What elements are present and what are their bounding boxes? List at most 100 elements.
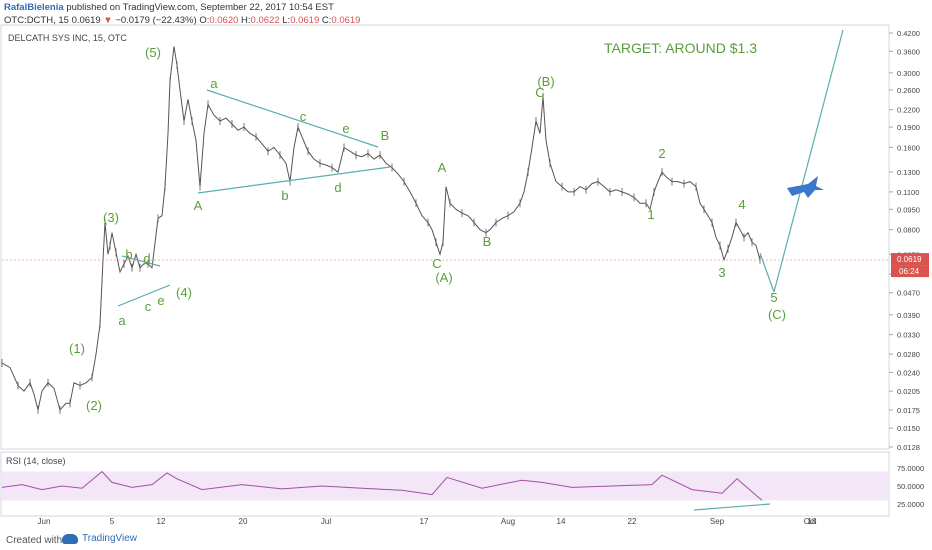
- y-tick-label: 0.1600: [897, 143, 920, 152]
- wave-label: e: [157, 293, 164, 308]
- created-with: Created with: [6, 535, 63, 546]
- rsi-divergence-line: [693, 503, 771, 511]
- wave-label: 1: [647, 207, 654, 222]
- wave-label: (3): [103, 210, 119, 225]
- wave-label: b: [281, 188, 288, 203]
- wave-label: (2): [86, 398, 102, 413]
- y-tick-label: 0.0390: [897, 311, 920, 320]
- last-price: 0.0619: [71, 15, 101, 26]
- cloud-icon: [62, 533, 78, 544]
- wave-label: (C): [768, 307, 786, 322]
- rsi-tick-label: 75.0000: [897, 464, 924, 473]
- rsi-tick-label: 25.0000: [897, 500, 924, 509]
- publication-header: RafalBielenia published on TradingView.c…: [0, 0, 932, 30]
- y-tick-label: 0.0128: [897, 443, 920, 452]
- wave-label: (4): [176, 285, 192, 300]
- y-tick-label: 0.4200: [897, 29, 920, 38]
- close-label: C:: [321, 15, 332, 26]
- y-tick-label: 0.1900: [897, 123, 920, 132]
- y-tick-label: 0.0470: [897, 289, 920, 298]
- ohlc-line: OTC:DCTH, 15 0.0619 ▼ −0.0179 (−22.43%) …: [4, 15, 360, 26]
- publish-text: published on TradingView.com, September …: [66, 2, 334, 13]
- wave-label: d: [334, 180, 341, 195]
- y-tick-label: 0.0205: [897, 387, 920, 396]
- wave-label: C: [432, 256, 441, 271]
- target-trendline: [773, 29, 844, 293]
- wave-label: 5: [770, 290, 777, 305]
- symbol-line: OTC:DCTH, 15: [4, 15, 69, 26]
- x-tick-label: 5: [110, 517, 115, 526]
- y-tick-label: 0.0150: [897, 424, 920, 433]
- y-tick-label: 0.0175: [897, 406, 920, 415]
- lower-trendline: [197, 166, 391, 194]
- y-tick-label: 0.3000: [897, 69, 920, 78]
- x-tick-label: Jun: [38, 517, 51, 526]
- wave-label: e: [342, 121, 349, 136]
- wave-label: (5): [145, 45, 161, 60]
- price-series-line: [1, 46, 761, 411]
- x-tick-label: 12: [157, 517, 166, 526]
- wave-label: (B): [537, 74, 554, 89]
- rsi-series-line: [1, 470, 763, 501]
- publish-info: RafalBielenia published on TradingView.c…: [4, 2, 334, 13]
- main-pane-border: [0, 24, 890, 450]
- wave-label: d: [143, 251, 150, 266]
- y-tick-label: 0.0950: [897, 205, 920, 214]
- tradingview-brand[interactable]: TradingView: [62, 533, 137, 544]
- rsi-band: [2, 471, 888, 501]
- wave-label: (1): [69, 341, 85, 356]
- wave-label: 3: [718, 265, 725, 280]
- open-label: O:: [199, 15, 210, 26]
- wave-5-line: [759, 252, 775, 293]
- x-tick-label: 17: [420, 517, 429, 526]
- x-tick-label: Jul: [321, 517, 331, 526]
- wave-label: c: [300, 109, 307, 124]
- wave-label: c: [145, 299, 152, 314]
- wave-label: (A): [435, 270, 452, 285]
- x-tick-label: 22: [628, 517, 637, 526]
- author-link[interactable]: RafalBielenia: [4, 2, 64, 13]
- wave-label: A: [438, 160, 447, 175]
- y-tick-label: 0.1300: [897, 168, 920, 177]
- y-tick-label: 0.0240: [897, 368, 920, 377]
- rsi-pane-border: [0, 451, 890, 517]
- wave-label: 2: [658, 146, 665, 161]
- wave-label: 4: [738, 197, 745, 212]
- x-tick-label: 14: [557, 517, 566, 526]
- airplane-icon: [787, 176, 824, 198]
- rsi-title: RSI (14, close): [6, 456, 66, 466]
- y-tick-label: 0.1100: [897, 188, 919, 197]
- chart-title: DELCATH SYS INC, 15, OTC: [8, 33, 127, 43]
- small-lower-trendline: [117, 284, 171, 307]
- x-tick-label: Aug: [501, 517, 515, 526]
- y-tick-label: 0.2600: [897, 86, 920, 95]
- close-value: 0.0619: [331, 15, 361, 26]
- y-tick-label: 0.0800: [897, 226, 920, 235]
- last-price-label: 0.0619: [897, 255, 922, 264]
- countdown-label: 06:24: [899, 267, 920, 276]
- open-value: 0.0620: [209, 15, 239, 26]
- target-annotation: TARGET: AROUND $1.3: [604, 40, 757, 56]
- wave-label: A: [194, 198, 203, 213]
- x-tick-label: 18: [808, 517, 817, 526]
- high-label: H:: [241, 15, 251, 26]
- last-price-box: [891, 253, 929, 266]
- upper-trendline: [206, 89, 379, 148]
- wave-label: a: [118, 313, 126, 328]
- high-value: 0.0622: [250, 15, 280, 26]
- countdown-box: [891, 265, 929, 278]
- price-change: −0.0179 (−22.43%): [115, 15, 197, 26]
- rsi-tick-label: 50.0000: [897, 482, 924, 491]
- wave-label: a: [210, 76, 218, 91]
- y-tick-label: 0.3600: [897, 47, 920, 56]
- x-tick-label: Oct: [804, 517, 817, 526]
- wave-label: B: [381, 128, 390, 143]
- y-tick-label: 0.0280: [897, 350, 920, 359]
- small-upper-trendline: [121, 255, 161, 267]
- wave-label: C: [535, 85, 544, 100]
- footer: Created with TradingView: [0, 532, 932, 550]
- wave-label: b: [125, 247, 132, 262]
- down-arrow-icon: ▼: [103, 15, 113, 26]
- wave-label: B: [483, 234, 492, 249]
